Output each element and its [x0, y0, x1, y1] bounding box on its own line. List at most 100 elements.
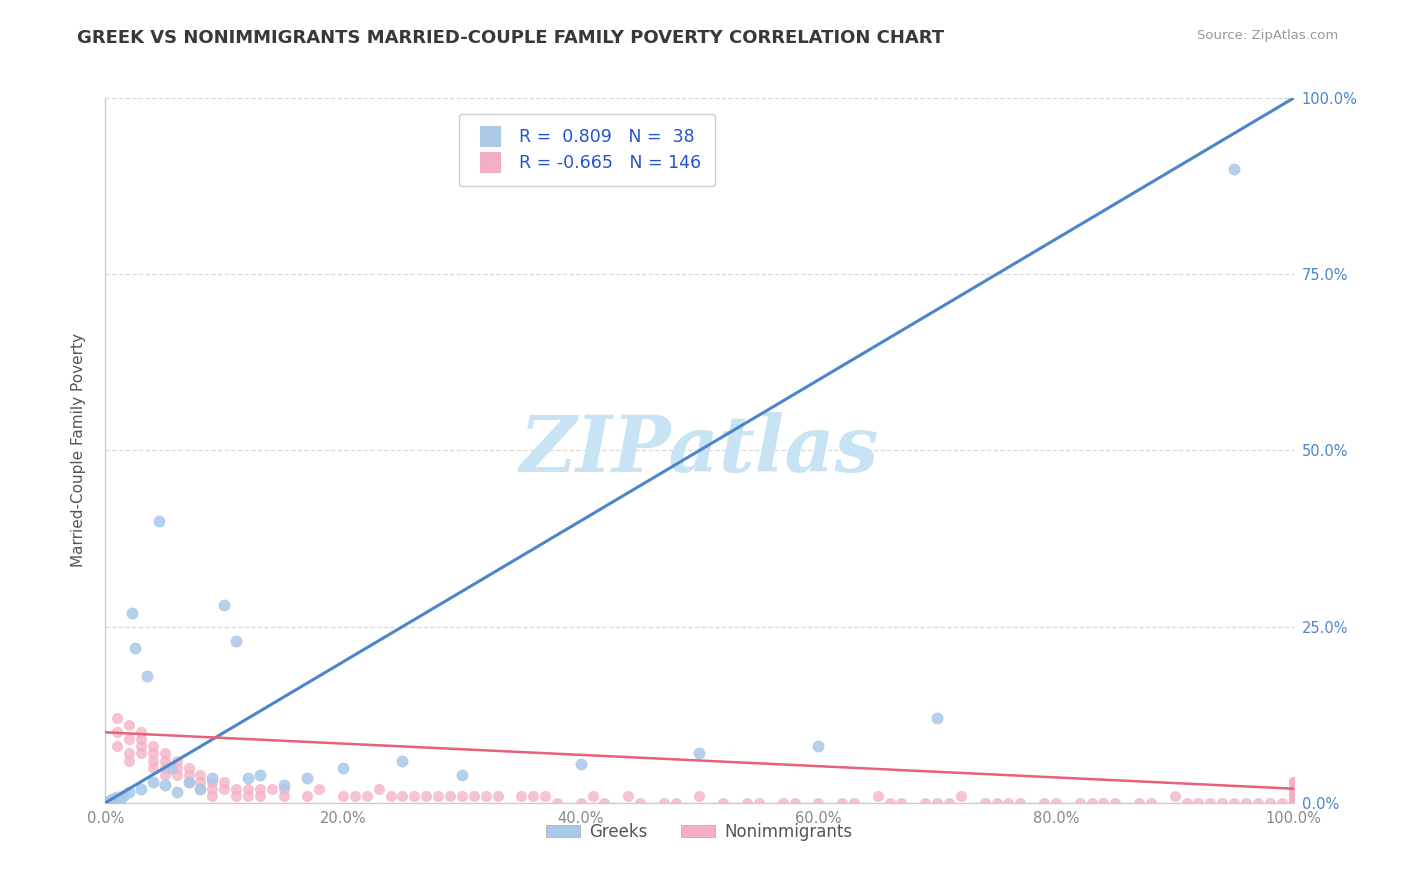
- Point: [1282, 796, 1305, 810]
- Point: [159, 760, 181, 774]
- Point: [914, 796, 936, 810]
- Point: [1282, 789, 1305, 803]
- Point: [105, 739, 128, 754]
- Point: [166, 785, 188, 799]
- Point: [689, 789, 711, 803]
- Point: [1282, 774, 1305, 789]
- Point: [807, 739, 830, 754]
- Point: [866, 789, 889, 803]
- Point: [260, 781, 283, 796]
- Point: [569, 796, 592, 810]
- Point: [617, 789, 640, 803]
- Point: [1282, 789, 1305, 803]
- Point: [879, 796, 901, 810]
- Point: [129, 725, 152, 739]
- Point: [1282, 796, 1305, 810]
- Point: [148, 514, 170, 528]
- Point: [201, 774, 224, 789]
- Point: [201, 789, 224, 803]
- Point: [112, 789, 135, 803]
- Point: [190, 781, 212, 796]
- Point: [104, 791, 127, 805]
- Point: [332, 760, 354, 774]
- Point: [842, 796, 865, 810]
- Point: [98, 794, 121, 808]
- Point: [1282, 781, 1305, 796]
- Point: [1282, 789, 1305, 803]
- Point: [343, 789, 366, 803]
- Point: [1282, 781, 1305, 796]
- Point: [997, 796, 1019, 810]
- Point: [142, 747, 165, 761]
- Point: [214, 774, 236, 789]
- Point: [1104, 796, 1126, 810]
- Point: [1282, 789, 1305, 803]
- Point: [166, 754, 188, 768]
- Point: [297, 789, 319, 803]
- Point: [1080, 796, 1102, 810]
- Point: [236, 789, 259, 803]
- Point: [1282, 796, 1305, 810]
- Point: [689, 747, 711, 761]
- Point: [1282, 796, 1305, 810]
- Point: [201, 781, 224, 796]
- Point: [225, 633, 247, 648]
- Point: [98, 794, 121, 808]
- Point: [236, 771, 259, 785]
- Point: [101, 792, 124, 806]
- Point: [118, 754, 141, 768]
- Point: [1140, 796, 1163, 810]
- Point: [1282, 789, 1305, 803]
- Point: [510, 789, 533, 803]
- Point: [665, 796, 688, 810]
- Point: [569, 757, 592, 772]
- Point: [153, 767, 176, 781]
- Point: [153, 760, 176, 774]
- Point: [153, 778, 176, 792]
- Point: [297, 771, 319, 785]
- Point: [783, 796, 806, 810]
- Point: [949, 789, 972, 803]
- Point: [118, 732, 141, 747]
- Point: [214, 599, 236, 613]
- Point: [166, 767, 188, 781]
- Point: [1187, 796, 1209, 810]
- Point: [201, 771, 224, 785]
- Point: [450, 789, 472, 803]
- Point: [1282, 796, 1305, 810]
- Point: [1282, 781, 1305, 796]
- Point: [652, 796, 675, 810]
- Point: [105, 725, 128, 739]
- Point: [105, 711, 128, 725]
- Point: [249, 781, 271, 796]
- Point: [1092, 796, 1115, 810]
- Point: [124, 640, 146, 655]
- Point: [1282, 781, 1305, 796]
- Point: [593, 796, 616, 810]
- Point: [581, 789, 603, 803]
- Point: [748, 796, 770, 810]
- Point: [735, 796, 758, 810]
- Point: [1282, 789, 1305, 803]
- Point: [1282, 774, 1305, 789]
- Point: [177, 774, 200, 789]
- Text: GREEK VS NONIMMIGRANTS MARRIED-COUPLE FAMILY POVERTY CORRELATION CHART: GREEK VS NONIMMIGRANTS MARRIED-COUPLE FA…: [77, 29, 945, 47]
- Point: [890, 796, 912, 810]
- Point: [142, 760, 165, 774]
- Point: [1282, 774, 1305, 789]
- Point: [249, 789, 271, 803]
- Point: [249, 767, 271, 781]
- Point: [404, 789, 426, 803]
- Point: [118, 747, 141, 761]
- Point: [1282, 781, 1305, 796]
- Point: [1199, 796, 1222, 810]
- Point: [356, 789, 378, 803]
- Point: [1164, 789, 1187, 803]
- Point: [103, 794, 125, 808]
- Point: [105, 790, 128, 805]
- Point: [1282, 781, 1305, 796]
- Point: [1033, 796, 1056, 810]
- Point: [1282, 796, 1305, 810]
- Point: [1282, 789, 1305, 803]
- Text: Source: ZipAtlas.com: Source: ZipAtlas.com: [1198, 29, 1339, 43]
